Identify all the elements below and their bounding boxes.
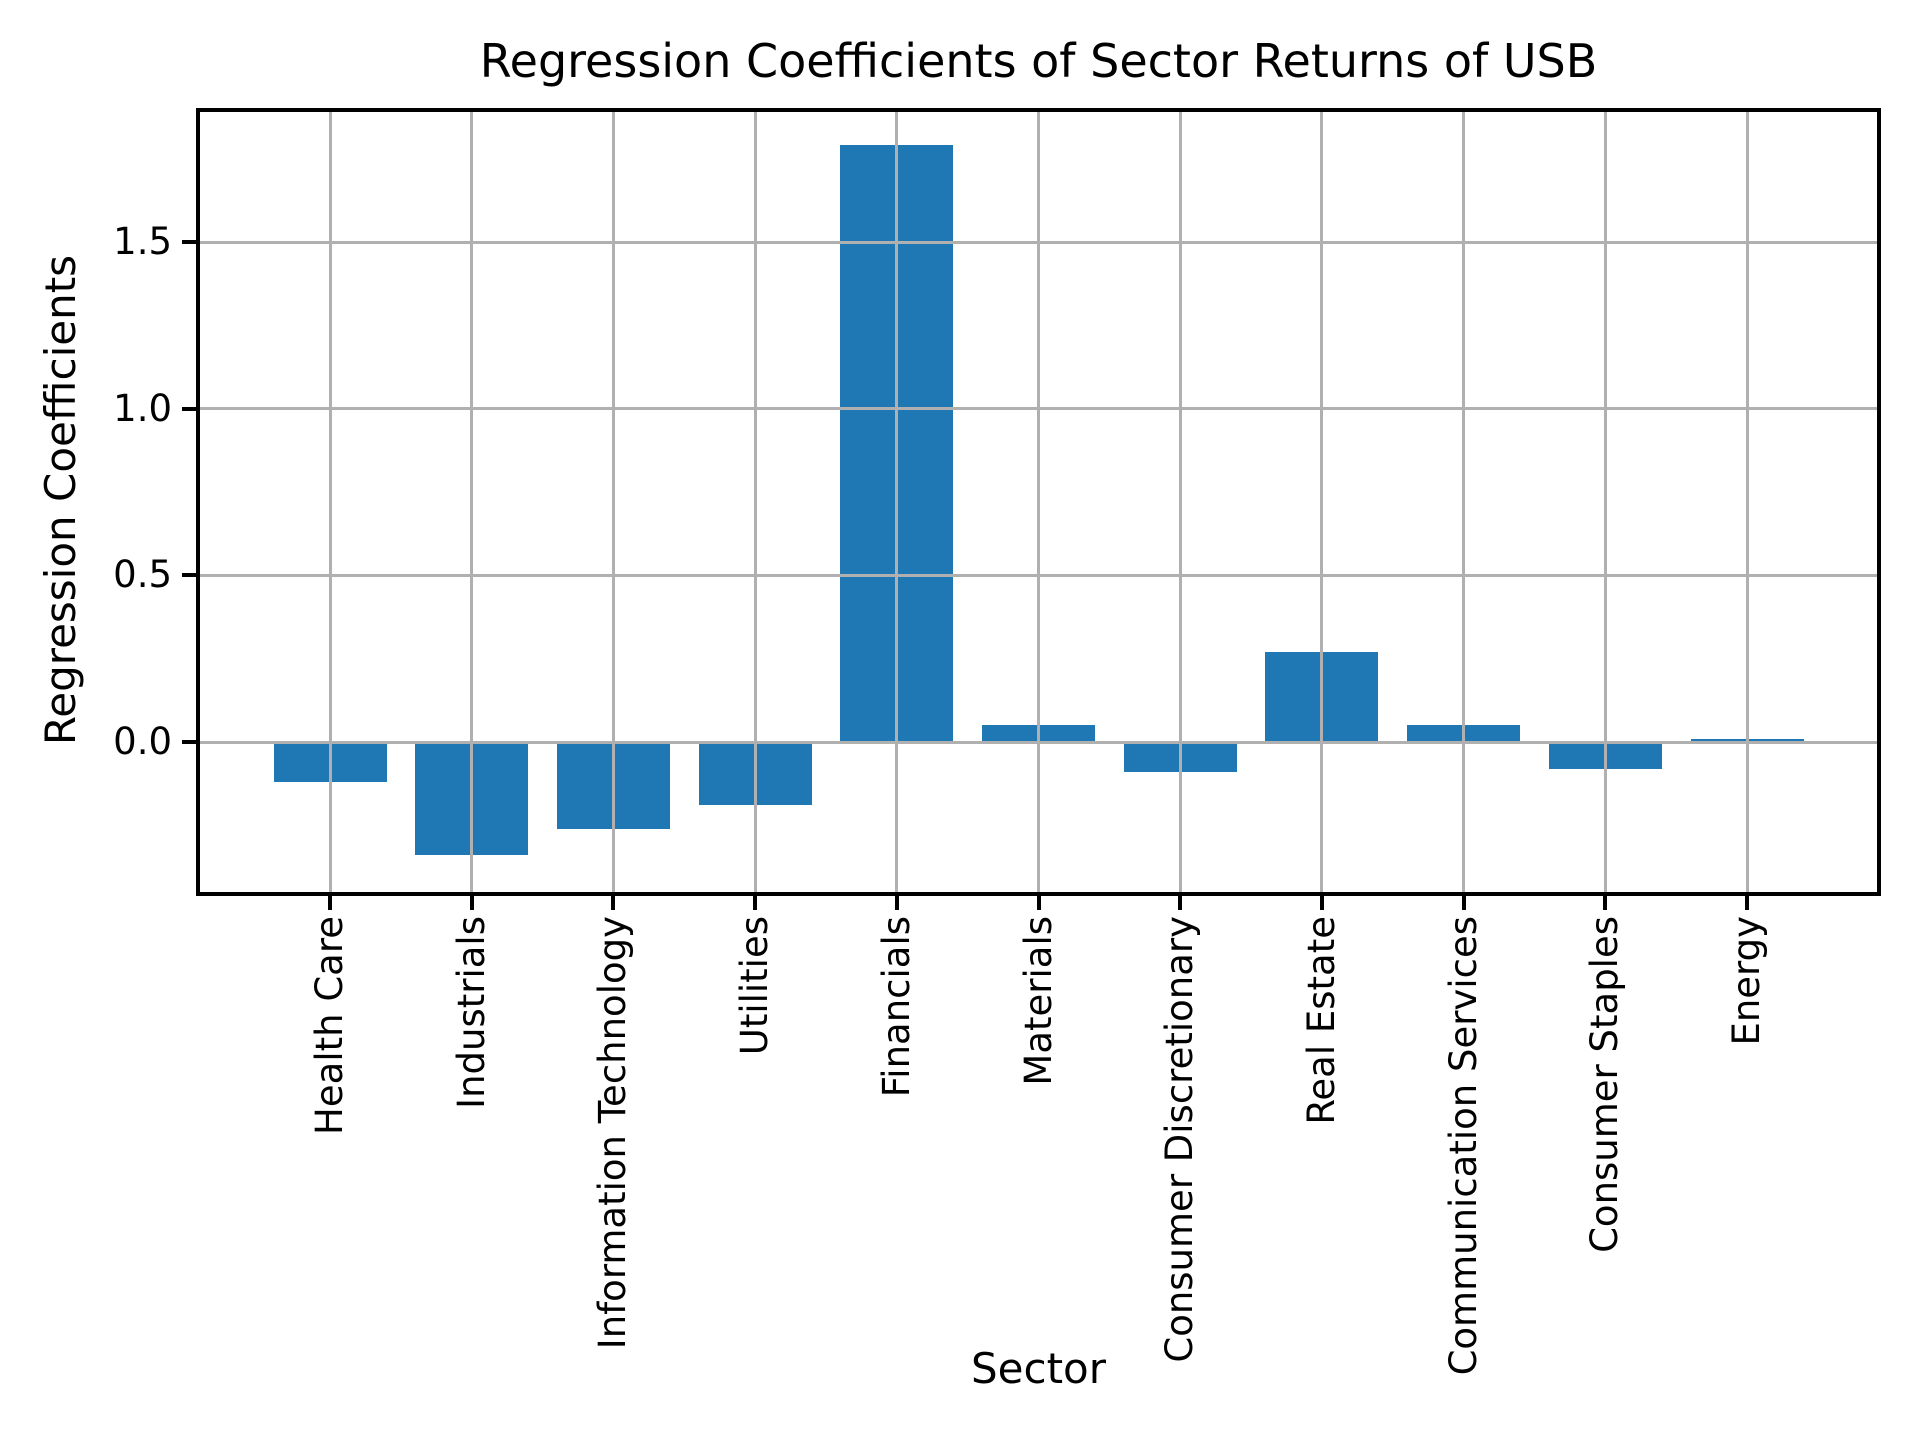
v-gridline-materials bbox=[1037, 112, 1040, 892]
x-tick-label-consumer-staples: Consumer Staples bbox=[1583, 916, 1627, 1253]
v-gridline-information-technology bbox=[611, 112, 615, 892]
x-tick-label-information-technology: Information Technology bbox=[591, 916, 635, 1350]
v-gridline-utilities bbox=[753, 112, 757, 892]
x-tick-energy bbox=[1745, 896, 1749, 910]
chart-title: Regression Coefficients of Sector Return… bbox=[479, 34, 1598, 88]
y-tick-label-1.0: 1.0 bbox=[113, 386, 172, 430]
x-tick-label-health-care: Health Care bbox=[308, 916, 351, 1135]
x-tick-consumer-staples bbox=[1603, 896, 1608, 910]
y-tick-0.5 bbox=[182, 573, 196, 578]
x-tick-materials bbox=[1036, 896, 1041, 910]
x-tick-label-industrials: Industrials bbox=[449, 916, 493, 1109]
v-gridline-communication-services bbox=[1462, 112, 1466, 892]
x-tick-financials bbox=[894, 896, 899, 910]
x-tick-real-estate bbox=[1319, 896, 1324, 910]
y-tick-0.0 bbox=[182, 740, 196, 744]
y-tick-1.0 bbox=[182, 406, 196, 411]
v-gridline-energy bbox=[1745, 112, 1749, 892]
x-tick-label-energy: Energy bbox=[1725, 916, 1768, 1046]
v-gridline-real-estate bbox=[1320, 112, 1324, 892]
x-tick-health-care bbox=[328, 896, 332, 910]
x-tick-industrials bbox=[469, 896, 474, 910]
y-tick-label-0.5: 0.5 bbox=[113, 553, 172, 597]
x-tick-label-utilities: Utilities bbox=[733, 916, 777, 1056]
v-gridline-financials bbox=[895, 112, 899, 892]
v-gridline-health-care bbox=[328, 112, 332, 892]
x-tick-label-communication-services: Communication Services bbox=[1441, 916, 1485, 1376]
x-tick-utilities bbox=[753, 896, 758, 910]
x-tick-information-technology bbox=[611, 896, 616, 910]
y-axis-label: Regression Coefficients bbox=[36, 254, 85, 746]
v-gridline-industrials bbox=[470, 112, 474, 892]
x-axis-label: Sector bbox=[970, 1344, 1107, 1393]
x-tick-label-financials: Financials bbox=[874, 916, 918, 1098]
v-gridline-consumer-discretionary bbox=[1178, 112, 1182, 892]
y-tick-label-1.5: 1.5 bbox=[113, 220, 172, 263]
x-tick-label-consumer-discretionary: Consumer Discretionary bbox=[1158, 916, 1202, 1363]
x-tick-consumer-discretionary bbox=[1178, 896, 1183, 910]
x-tick-label-real-estate: Real Estate bbox=[1299, 916, 1343, 1125]
x-tick-label-materials: Materials bbox=[1016, 916, 1060, 1086]
y-tick-label-0.0: 0.0 bbox=[113, 720, 172, 763]
y-tick-1.5 bbox=[182, 240, 196, 244]
v-gridline-consumer-staples bbox=[1603, 112, 1607, 892]
x-tick-communication-services bbox=[1461, 896, 1466, 910]
